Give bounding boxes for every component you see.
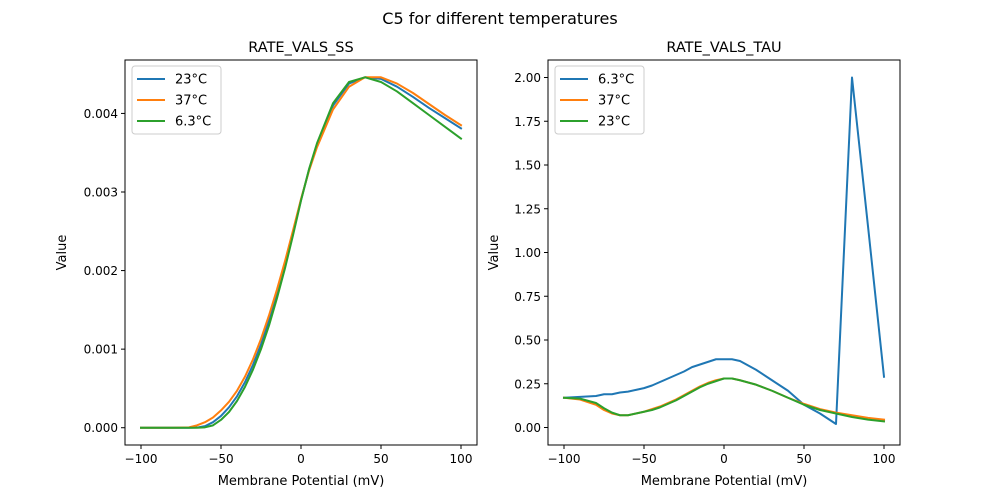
y-tick-label: 2.00: [514, 71, 541, 85]
legend-label-0: 6.3°C: [598, 73, 634, 88]
legend-label-1: 37°C: [598, 94, 630, 109]
x-tick-label: 0: [297, 452, 305, 466]
y-axis-label: Value: [487, 235, 502, 271]
y-tick-label: 0.75: [514, 290, 541, 304]
series-line-2: [140, 76, 463, 429]
y-tick-label: 0.50: [514, 334, 541, 348]
y-tick-label: 0.25: [514, 377, 541, 391]
y-tick-label: 1.00: [514, 246, 541, 260]
subplot-title: RATE_VALS_SS: [248, 40, 353, 56]
x-tick-label: 50: [373, 452, 388, 466]
y-tick-label: 1.25: [514, 202, 541, 216]
x-axis-label: Membrane Potential (mV): [641, 474, 808, 489]
legend-label-2: 23°C: [598, 115, 630, 130]
legend-box: [554, 65, 645, 135]
subplot-title: RATE_VALS_TAU: [666, 40, 781, 56]
legend-box: [131, 65, 222, 135]
subplot-rate-vals-ss: RATE_VALS_SS −100 −50 0 50 100 0.000 0.001 0.002…: [55, 40, 478, 489]
legend: 6.3°C 37°C 23°C: [554, 65, 645, 135]
y-tick-label: 0.001: [84, 343, 118, 357]
x-tick-label: −100: [125, 452, 158, 466]
x-axis-label: Membrane Potential (mV): [218, 474, 385, 489]
legend-label-2: 6.3°C: [175, 115, 211, 130]
legend-label-0: 23°C: [175, 73, 207, 88]
y-tick-label: 0.003: [84, 186, 118, 200]
x-tick-label: 100: [873, 452, 896, 466]
y-tick-label: 0.00: [514, 421, 541, 435]
y-axis-label: Value: [55, 235, 70, 271]
series-line-1: [140, 76, 463, 429]
x-tick-label: −50: [208, 452, 233, 466]
x-tick-label: 100: [450, 452, 473, 466]
series-line-2: [562, 377, 886, 423]
x-tick-label: 50: [796, 452, 811, 466]
y-tick-label: 0.002: [84, 264, 118, 278]
legend: 23°C 37°C 6.3°C: [131, 65, 222, 135]
y-tick-label: 0.000: [84, 421, 118, 435]
figure-suptitle: C5 for different temperatures: [382, 9, 617, 28]
y-tick-label: 1.75: [514, 115, 541, 129]
subplot-rate-vals-tau: RATE_VALS_TAU −100 −50 0 50 100 0.00 0.25 0.50 0.…: [487, 40, 901, 489]
y-tick-label: 1.50: [514, 159, 541, 173]
x-tick-label: −50: [631, 452, 656, 466]
x-tick-label: 0: [720, 452, 728, 466]
y-tick-label: 0.004: [84, 107, 118, 121]
legend-label-1: 37°C: [175, 94, 207, 109]
x-tick-label: −100: [548, 452, 581, 466]
